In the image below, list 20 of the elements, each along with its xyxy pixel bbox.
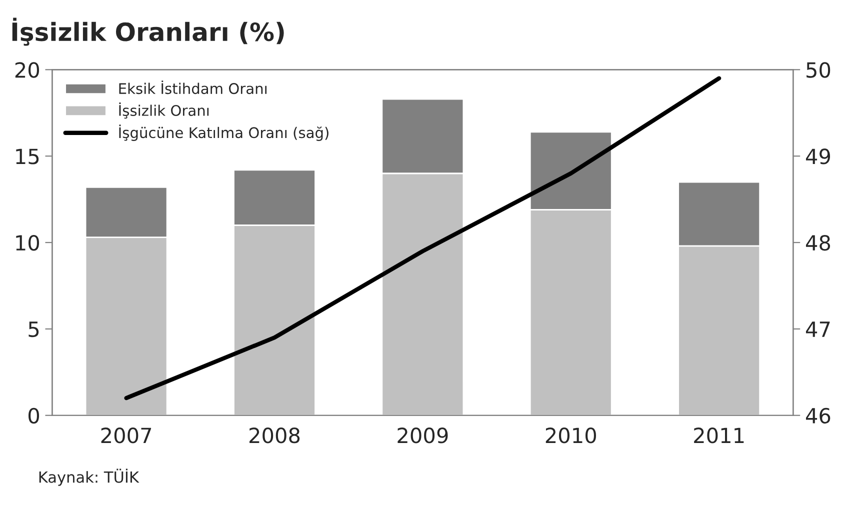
y-tick-label: 5 bbox=[28, 322, 39, 338]
y2-tick-label: 47 bbox=[806, 322, 830, 337]
y2-tick-label: 48 bbox=[806, 234, 830, 251]
x-tick-label: 2010 bbox=[546, 428, 596, 444]
text: Kaynak: TÜİK bbox=[39, 468, 140, 486]
y-tick-label: 15 bbox=[16, 148, 39, 164]
y2-tick-label: 50 bbox=[806, 62, 830, 78]
legend-label: İşgücüne Katılma Oranı (sağ) bbox=[119, 124, 328, 142]
y-tick-label: 20 bbox=[15, 62, 40, 78]
legend-label: İşsizlik Oranı bbox=[119, 102, 209, 119]
x-tick-label: 2007 bbox=[101, 428, 152, 444]
x-tick-label: 2011 bbox=[694, 428, 744, 444]
y2-tick-label: 46 bbox=[806, 408, 830, 424]
x-tick-label: 2008 bbox=[250, 428, 300, 444]
y2-tick-label: 49 bbox=[806, 148, 830, 164]
y-tick-label: 0 bbox=[28, 408, 40, 424]
x-tick-label: 2009 bbox=[398, 428, 448, 444]
y-tick-label: 10 bbox=[16, 234, 40, 251]
chart-title: İşsizlik Oranları (%) bbox=[12, 18, 284, 46]
legend-label: Eksik İstihdam Oranı bbox=[119, 80, 267, 94]
